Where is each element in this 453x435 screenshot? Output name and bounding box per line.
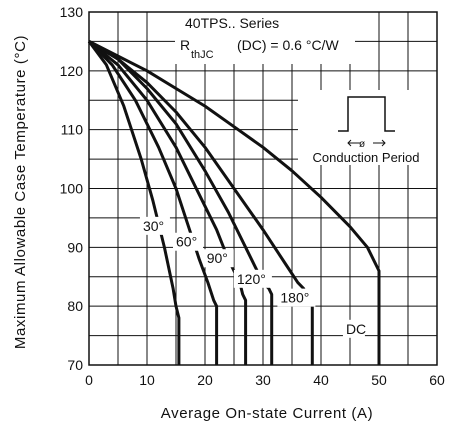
rthjc-subscript: thJC <box>191 49 214 61</box>
x-tick-label: 40 <box>313 372 329 388</box>
curve-label: 60° <box>176 234 197 250</box>
grid <box>89 12 437 365</box>
y-tick-label: 100 <box>60 181 84 197</box>
phi-symbol: ø <box>359 139 365 150</box>
curve-label: 120° <box>237 271 266 287</box>
series-line <box>88 40 274 365</box>
y-tick-label: 90 <box>67 239 83 255</box>
conduction-period-label: Conduction Period <box>313 150 420 165</box>
series-line <box>87 40 219 365</box>
curve-label-background <box>233 269 272 288</box>
curve-label-background <box>277 288 316 307</box>
y-tick-label: 110 <box>61 122 84 138</box>
tick-labels: 0 10 20 30 40 50 60 70 80 90 100 110 120 130 <box>60 4 445 388</box>
x-axis-title: Average On-state Current (A) <box>161 405 373 422</box>
curve-label-background <box>342 319 365 338</box>
plot-frame <box>88 11 438 366</box>
y-tick-label: 120 <box>60 63 84 79</box>
series-line <box>88 40 314 365</box>
y-tick-label: 130 <box>60 4 84 20</box>
curve-label-background <box>203 249 234 268</box>
annotation-background <box>175 12 355 64</box>
x-tick-label: 30 <box>255 372 271 388</box>
series-line <box>88 40 248 365</box>
rthjc-value: (DC) = 0.6 °C/W <box>237 37 339 53</box>
x-tick-label: 0 <box>85 372 93 388</box>
series-line <box>88 40 381 365</box>
conduction-waveform-icon <box>338 96 395 132</box>
curve-label: 180° <box>280 290 309 306</box>
curve-label-background <box>139 216 170 235</box>
series-line <box>87 40 181 365</box>
x-tick-label: 20 <box>197 372 213 388</box>
series-title: 40TPS.. Series <box>185 15 279 31</box>
curve-label: 30° <box>143 218 164 234</box>
y-tick-label: 70 <box>67 357 83 373</box>
curve-label: DC <box>346 321 366 337</box>
x-tick-label: 10 <box>139 372 155 388</box>
curve-label: 90° <box>207 250 228 266</box>
y-axis-title: Maximum Allowable Case Temperature (°C) <box>12 35 29 349</box>
waveform-background <box>298 90 438 165</box>
x-tick-label: 60 <box>429 372 445 388</box>
conduction-arrow-icon <box>347 139 386 147</box>
rthjc-symbol: R <box>180 37 190 53</box>
y-tick-label: 80 <box>67 298 83 314</box>
curve-label-background <box>173 232 203 251</box>
curve-labels: 30° 60° 90° 120° 180° DC <box>139 216 366 338</box>
x-tick-label: 50 <box>371 372 387 388</box>
